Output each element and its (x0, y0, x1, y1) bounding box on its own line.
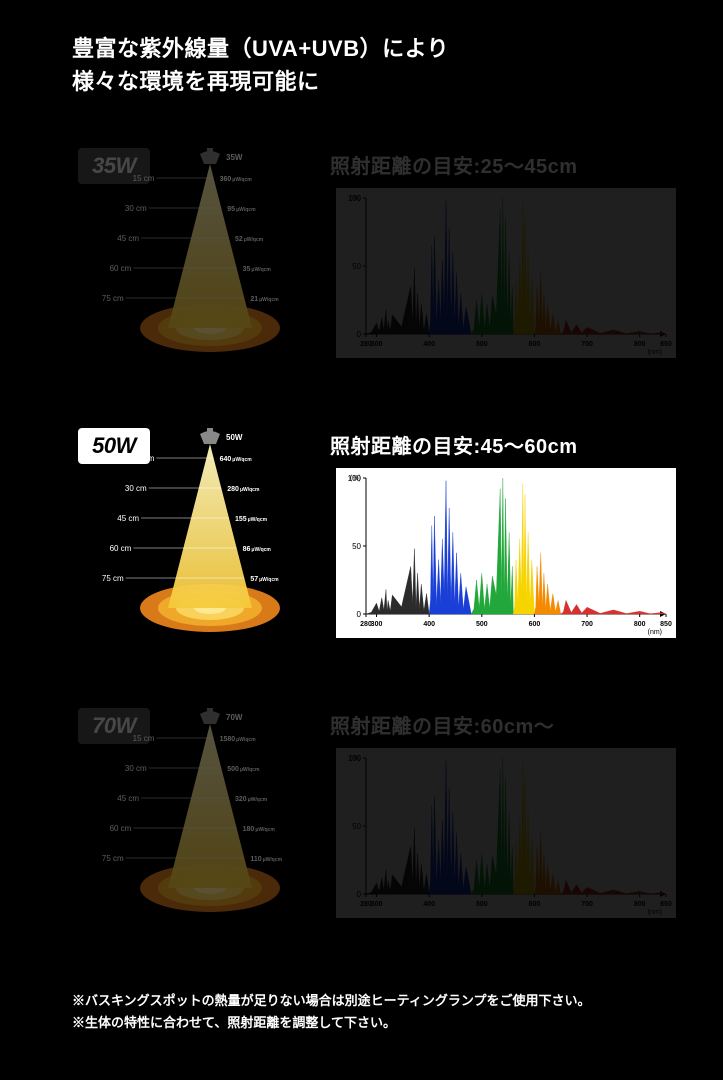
svg-text:45 cm: 45 cm (117, 514, 139, 523)
svg-text:60 cm: 60 cm (110, 544, 132, 553)
svg-text:45 cm: 45 cm (117, 234, 139, 243)
svg-text:360μW/qcm: 360μW/qcm (220, 176, 253, 183)
svg-text:600: 600 (529, 901, 541, 908)
svg-text:600: 600 (529, 341, 541, 348)
svg-text:300: 300 (371, 901, 383, 908)
svg-text:52μW/qcm: 52μW/qcm (235, 236, 264, 243)
svg-text:700: 700 (581, 901, 593, 908)
svg-text:75 cm: 75 cm (102, 574, 124, 583)
beam-cone-diagram: 50W 15 cm 640μW/qcm 30 cm 280μW/qcm 45 cm 155μ… (90, 428, 310, 648)
spectrum-chart: 050100(%)280300400500600700800850(nm) (336, 188, 676, 358)
spectrum-chart: 050100(%)280300400500600700800850(nm) (336, 468, 676, 638)
svg-text:(nm): (nm) (648, 629, 662, 636)
distance-title: 照射距離の目安:25～45cm (330, 150, 578, 179)
svg-text:35W: 35W (226, 153, 243, 162)
svg-text:280μW/qcm: 280μW/qcm (227, 486, 260, 493)
svg-text:(nm): (nm) (648, 909, 662, 916)
svg-text:(%): (%) (350, 195, 361, 202)
svg-text:35μW/qcm: 35μW/qcm (243, 266, 272, 273)
svg-text:0: 0 (357, 890, 362, 899)
svg-text:850: 850 (660, 621, 672, 628)
svg-text:400: 400 (423, 341, 435, 348)
svg-text:180μW/qcm: 180μW/qcm (243, 826, 276, 833)
beam-cone-diagram: 35W 15 cm 360μW/qcm 30 cm 95μW/qcm 45 cm 52μW/… (90, 148, 310, 368)
svg-text:500: 500 (476, 341, 488, 348)
svg-text:0: 0 (357, 610, 362, 619)
title-line2: 様々な環境を再現可能に (72, 69, 320, 94)
svg-text:(%): (%) (350, 475, 361, 482)
svg-text:155μW/qcm: 155μW/qcm (235, 516, 268, 523)
svg-text:850: 850 (660, 341, 672, 348)
svg-text:30 cm: 30 cm (125, 204, 147, 213)
svg-text:800: 800 (634, 901, 646, 908)
page-title: 豊富な紫外線量（UVA+UVB）により 様々な環境を再現可能に (72, 32, 449, 98)
svg-text:57μW/qcm: 57μW/qcm (250, 576, 279, 583)
svg-text:700: 700 (581, 621, 593, 628)
distance-title: 照射距離の目安:60cm～ (330, 710, 554, 739)
svg-text:300: 300 (371, 341, 383, 348)
svg-text:(nm): (nm) (648, 349, 662, 356)
svg-text:0: 0 (357, 330, 362, 339)
svg-text:15 cm: 15 cm (133, 174, 155, 183)
svg-text:850: 850 (660, 901, 672, 908)
svg-text:50W: 50W (226, 433, 243, 442)
svg-text:15 cm: 15 cm (133, 734, 155, 743)
distance-title: 照射距離の目安:45～60cm (330, 430, 578, 459)
svg-text:800: 800 (634, 621, 646, 628)
svg-text:30 cm: 30 cm (125, 484, 147, 493)
svg-text:(%): (%) (350, 755, 361, 762)
svg-text:600: 600 (529, 621, 541, 628)
svg-text:45 cm: 45 cm (117, 794, 139, 803)
svg-text:500: 500 (476, 621, 488, 628)
svg-text:640μW/qcm: 640μW/qcm (220, 456, 253, 463)
svg-text:30 cm: 30 cm (125, 764, 147, 773)
svg-text:110μW/qcm: 110μW/qcm (250, 856, 282, 863)
title-line1: 豊富な紫外線量（UVA+UVB）により (72, 36, 449, 61)
footnote-1: ※バスキングスポットの熱量が足りない場合は別途ヒーティングランプをご使用下さい。 (72, 990, 590, 1012)
beam-cone-diagram: 70W 15 cm 1580μW/qcm 30 cm 500μW/qcm 45 cm 320… (90, 708, 310, 928)
svg-text:70W: 70W (226, 713, 243, 722)
svg-text:60 cm: 60 cm (110, 264, 132, 273)
svg-text:50: 50 (352, 262, 361, 271)
svg-text:75 cm: 75 cm (102, 854, 124, 863)
footnotes: ※バスキングスポットの熱量が足りない場合は別途ヒーティングランプをご使用下さい。… (72, 990, 590, 1034)
footnote-2: ※生体の特性に合わせて、照射距離を調整して下さい。 (72, 1012, 590, 1034)
spectrum-chart: 050100(%)280300400500600700800850(nm) (336, 748, 676, 918)
svg-text:700: 700 (581, 341, 593, 348)
svg-text:50: 50 (352, 542, 361, 551)
svg-text:800: 800 (634, 341, 646, 348)
svg-text:95μW/qcm: 95μW/qcm (227, 206, 256, 213)
svg-text:1580μW/qcm: 1580μW/qcm (220, 736, 257, 743)
svg-text:400: 400 (423, 901, 435, 908)
svg-text:75 cm: 75 cm (102, 294, 124, 303)
svg-text:50: 50 (352, 822, 361, 831)
svg-text:320μW/qcm: 320μW/qcm (235, 796, 268, 803)
svg-text:400: 400 (423, 621, 435, 628)
svg-text:500: 500 (476, 901, 488, 908)
svg-text:86μW/qcm: 86μW/qcm (243, 546, 272, 553)
svg-text:60 cm: 60 cm (110, 824, 132, 833)
svg-text:21μW/qcm: 21μW/qcm (250, 296, 279, 303)
svg-text:500μW/qcm: 500μW/qcm (227, 766, 260, 773)
svg-text:300: 300 (371, 621, 383, 628)
svg-text:15 cm: 15 cm (133, 454, 155, 463)
